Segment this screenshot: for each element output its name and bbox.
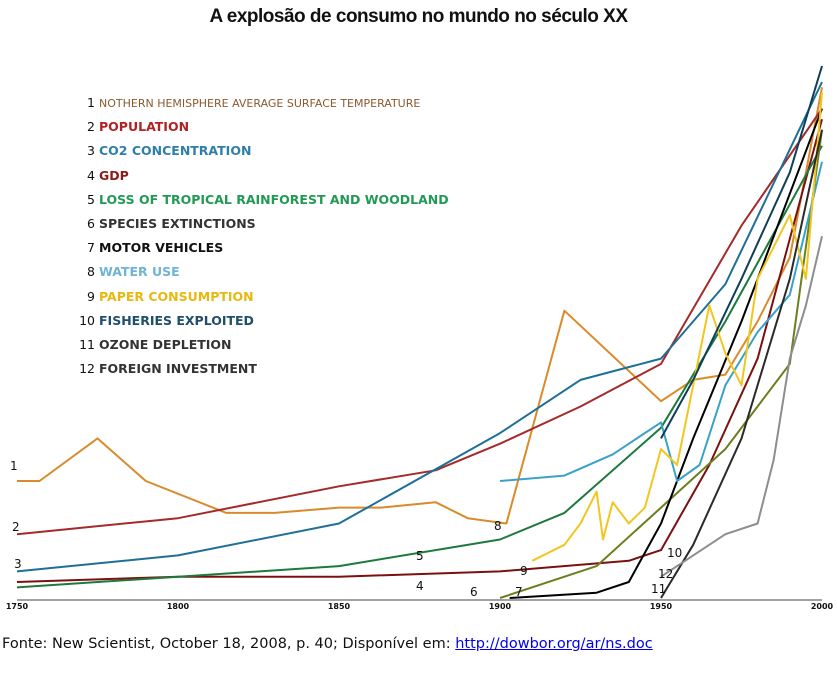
legend-label: PAPER CONSUMPTION	[99, 288, 254, 304]
source-footer: Fonte: New Scientist, October 18, 2008, …	[2, 636, 653, 652]
x-tick-label: 2000	[811, 602, 834, 611]
series-line-4	[16, 118, 823, 583]
x-tick-label: 1750	[6, 602, 29, 611]
legend-number: 12	[79, 361, 95, 377]
legend-item-10: 10 FISHERIES EXPLOITED	[78, 312, 449, 336]
legend-label: FOREIGN INVESTMENT	[99, 361, 257, 377]
series-line-3	[16, 81, 823, 573]
legend-number: 6	[87, 215, 95, 231]
legend-item-5: 5 LOSS OF TROPICAL RAINFOREST AND WOODLAN…	[78, 191, 449, 215]
legend-label: WATER USE	[99, 264, 180, 280]
series-line-11	[660, 129, 823, 599]
legend-item-8: 8 WATER USE	[78, 263, 449, 287]
legend-label: GDP	[99, 167, 129, 183]
footer-text: Fonte: New Scientist, October 18, 2008, …	[2, 636, 456, 652]
x-tick-label: 1850	[328, 602, 351, 611]
series-line-9	[531, 92, 823, 562]
series-tag-3: 3	[14, 557, 22, 571]
source-link[interactable]: http://dowbor.org/ar/ns.doc	[455, 636, 653, 652]
series-tag-6: 6	[470, 585, 478, 599]
legend-item-4: 4 GDP	[78, 167, 449, 191]
legend-item-12: 12 FOREIGN INVESTMENT	[78, 360, 449, 384]
legend-label: CO2 CONCENTRATION	[99, 143, 252, 159]
series-tag-9: 9	[520, 564, 528, 578]
series-tag-5: 5	[416, 549, 424, 563]
legend-number: 10	[79, 312, 95, 328]
legend-label: LOSS OF TROPICAL RAINFOREST AND WOODLAND	[99, 191, 449, 207]
legend-number: 4	[87, 167, 95, 183]
series-lines	[16, 65, 823, 599]
legend-number: 2	[87, 119, 95, 135]
legend-number: 7	[87, 240, 95, 256]
legend-label: SPECIES EXTINCTIONS	[99, 215, 256, 231]
legend-item-7: 7 MOTOR VEHICLES	[78, 239, 449, 263]
series-line-12	[660, 235, 823, 578]
legend: 1 NOTHERN HEMISPHERE AVERAGE SURFACE TEMP…	[78, 94, 449, 384]
legend-label: FISHERIES EXPLOITED	[99, 312, 254, 328]
legend-item-3: 3 CO2 CONCENTRATION	[78, 142, 449, 166]
series-tag-7: 7	[515, 585, 523, 599]
legend-item-9: 9 PAPER CONSUMPTION	[78, 288, 449, 312]
series-tag-8: 8	[494, 519, 502, 533]
legend-item-11: 11 OZONE DEPLETION	[78, 336, 449, 360]
series-line-8	[499, 161, 823, 482]
legend-label: NOTHERN HEMISPHERE AVERAGE SURFACE TEMPE…	[99, 97, 421, 110]
legend-label: POPULATION	[99, 119, 190, 135]
series-tag-11: 11	[651, 582, 666, 596]
legend-number: 1	[87, 95, 95, 110]
x-tick-label: 1950	[650, 602, 673, 611]
series-line-2	[16, 108, 823, 536]
series-tag-1: 1	[10, 459, 18, 473]
legend-number: 9	[87, 288, 95, 304]
legend-item-2: 2 POPULATION	[78, 118, 449, 142]
legend-label: OZONE DEPLETION	[99, 336, 232, 352]
legend-item-6: 6 SPECIES EXTINCTIONS	[78, 215, 449, 239]
series-tag-10: 10	[667, 546, 682, 560]
legend-number: 3	[87, 143, 95, 159]
legend-number: 11	[79, 336, 95, 352]
x-tick-label: 1800	[167, 602, 190, 611]
series-tag-12: 12	[658, 567, 673, 581]
x-axis: 1750 1800 1850 1900 1950 2000	[6, 599, 834, 611]
x-tick-label: 1900	[489, 602, 512, 611]
series-line-5	[16, 145, 823, 589]
series-line-10	[660, 65, 823, 439]
series-line-7	[509, 108, 823, 599]
legend-label: MOTOR VEHICLES	[99, 240, 224, 256]
series-tag-4: 4	[416, 579, 424, 593]
legend-item-1: 1 NOTHERN HEMISPHERE AVERAGE SURFACE TEMP…	[78, 94, 449, 118]
legend-number: 8	[87, 264, 95, 280]
series-line-6	[499, 129, 823, 599]
chart-title: A explosão de consumo no mundo no século…	[209, 6, 628, 27]
series-tag-2: 2	[12, 520, 20, 534]
legend-number: 5	[87, 191, 95, 207]
